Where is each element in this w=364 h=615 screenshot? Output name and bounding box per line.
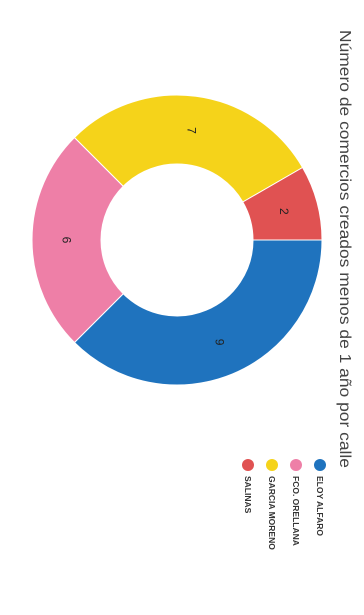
legend-label-fco-orellana: FCO. ORELLANA	[291, 476, 301, 546]
slice-label-eloy-alfaro: 9	[212, 339, 226, 346]
legend-marker-garcia-moreno	[266, 459, 278, 471]
slice-garcia-moreno	[73, 94, 304, 203]
chart-title: Número de comercios creados menos de 1 a…	[336, 30, 353, 468]
slice-labels: 9 6 7 2	[60, 127, 291, 346]
legend-marker-eloy-alfaro	[314, 459, 326, 471]
legend-marker-fco-orellana	[290, 459, 302, 471]
slice-fco-orellana	[31, 136, 124, 344]
slice-salinas	[242, 166, 323, 241]
legend-label-garcia-moreno: GARCIA MORENO	[267, 476, 277, 550]
slice-label-salinas: 2	[277, 208, 291, 215]
legend-marker-salinas	[242, 459, 254, 471]
legend-label-salinas: SALINAS	[243, 476, 253, 514]
legend: ELOY ALFARO FCO. ORELLANA GARCIA MORENO SAL…	[242, 459, 326, 550]
slice-label-fco-orellana: 6	[60, 237, 74, 244]
slice-eloy-alfaro	[73, 239, 323, 386]
donut-slices	[31, 94, 323, 386]
slice-label-garcia-moreno: 7	[184, 127, 198, 134]
legend-label-eloy-alfaro: ELOY ALFARO	[315, 476, 325, 536]
